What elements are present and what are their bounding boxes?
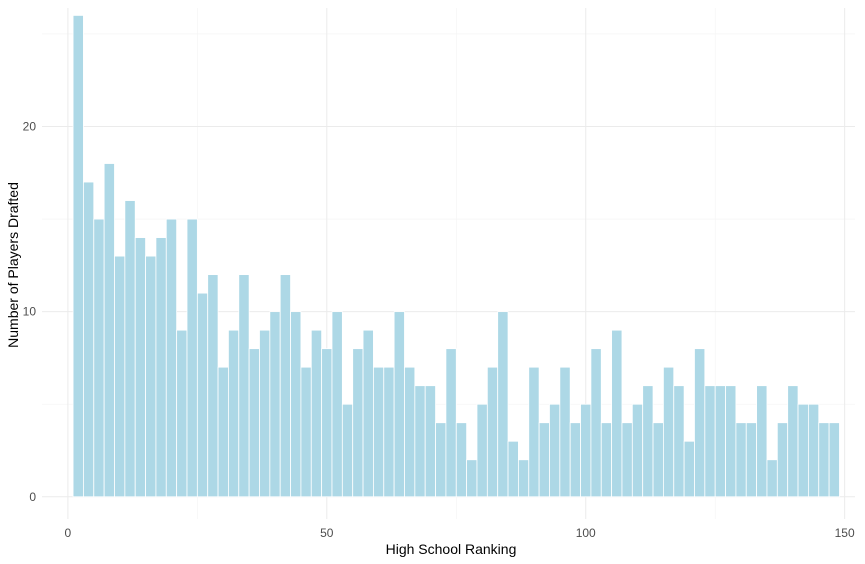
tick-labels: 0 50 100 150 0 10 20	[23, 119, 855, 540]
histogram-bar	[642, 385, 654, 498]
histogram-bar	[549, 403, 561, 498]
histogram-bar	[310, 329, 323, 498]
histogram-bar	[714, 385, 726, 498]
y-tick-label: 10	[23, 305, 37, 319]
histogram-bar	[611, 329, 623, 498]
histogram-bar	[259, 329, 271, 498]
histogram-bar	[404, 366, 416, 498]
x-tick-label: 50	[320, 526, 334, 540]
x-axis-title: High School Ranking	[386, 541, 517, 557]
histogram-bar	[466, 459, 478, 498]
histogram-bar	[248, 348, 260, 498]
histogram-bar	[362, 329, 374, 498]
histogram-bar	[704, 385, 716, 498]
histogram-bar	[155, 237, 167, 498]
histogram-bar	[756, 385, 768, 498]
histogram-bar	[145, 255, 157, 498]
histogram-bar	[269, 311, 281, 498]
histogram-bar	[745, 422, 758, 498]
y-tick-label: 0	[29, 490, 36, 504]
histogram-bar	[486, 366, 499, 498]
histogram-bar	[238, 274, 250, 498]
histogram-bar	[165, 218, 178, 498]
histogram-bar	[383, 366, 395, 498]
histogram-bar	[341, 403, 354, 498]
histogram-bar	[186, 218, 198, 498]
histogram-bar	[228, 329, 240, 498]
histogram-bar	[114, 255, 126, 498]
histogram-bar	[424, 385, 436, 498]
y-tick-label: 20	[23, 119, 37, 133]
histogram-bar	[445, 348, 457, 498]
histogram-bar	[683, 440, 695, 498]
histogram-bar	[787, 385, 799, 498]
histogram-bar	[217, 366, 229, 498]
histogram-bar	[455, 422, 468, 498]
histogram-bar	[518, 459, 530, 498]
histogram-bar	[134, 237, 146, 498]
histogram-bar	[497, 311, 509, 498]
histogram-bar	[300, 366, 312, 498]
histogram-bar	[600, 422, 613, 498]
histogram-bar	[694, 348, 706, 498]
histogram-bar	[414, 385, 426, 498]
histogram-bar	[807, 403, 820, 498]
histogram-bar	[93, 218, 105, 498]
histogram-bar	[569, 422, 581, 498]
histogram-bar	[83, 181, 95, 498]
histogram-bar	[776, 422, 789, 498]
bars	[72, 15, 840, 498]
histogram-bar	[103, 163, 115, 498]
histogram-bar	[652, 422, 664, 498]
histogram-bar	[352, 348, 364, 498]
histogram-bar	[393, 311, 405, 498]
histogram-bar	[507, 440, 519, 498]
histogram-bar	[818, 422, 830, 498]
histogram-bar	[725, 385, 737, 498]
histogram-bar	[373, 366, 385, 498]
y-axis-title: Number of Players Drafted	[5, 182, 21, 348]
histogram-bar	[435, 422, 447, 498]
histogram-bar	[331, 311, 343, 498]
histogram-bar	[196, 292, 209, 498]
histogram-bar	[528, 366, 540, 498]
histogram-bar	[559, 366, 571, 498]
histogram-bar	[72, 15, 84, 498]
histogram-bar	[766, 459, 778, 498]
histogram-bar	[124, 200, 136, 498]
histogram-bar	[476, 403, 488, 498]
x-tick-label: 0	[65, 526, 72, 540]
histogram-bar	[673, 385, 685, 498]
histogram-bar	[797, 403, 809, 498]
histogram-bar	[735, 422, 747, 498]
histogram-bar	[590, 348, 602, 498]
histogram-bar	[828, 422, 840, 498]
histogram-bar	[321, 348, 333, 498]
histogram-bar	[290, 311, 302, 498]
histogram-bar	[538, 422, 550, 498]
histogram-bar	[621, 422, 633, 498]
x-tick-label: 150	[835, 526, 855, 540]
histogram-bar	[663, 366, 675, 498]
x-tick-label: 100	[576, 526, 596, 540]
histogram-bar	[580, 403, 592, 498]
histogram-bar	[176, 329, 188, 498]
histogram-bar	[631, 403, 644, 498]
histogram-bar	[279, 274, 291, 498]
histogram-bar	[207, 274, 219, 498]
